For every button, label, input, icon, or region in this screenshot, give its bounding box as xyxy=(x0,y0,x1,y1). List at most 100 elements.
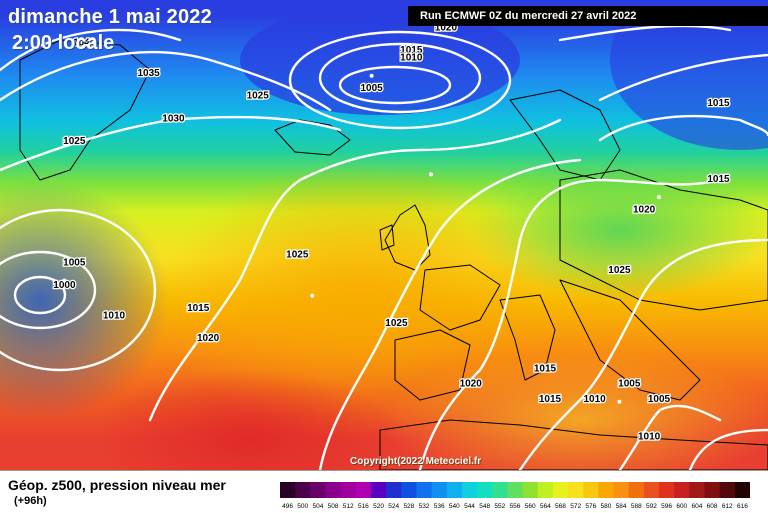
pressure-center-marker xyxy=(617,399,622,404)
color-scale-label: 528 xyxy=(403,503,414,510)
color-scale-label: 580 xyxy=(601,503,612,510)
color-scale-label: 508 xyxy=(328,503,339,510)
color-scale-swatch xyxy=(295,482,311,498)
isobar-label: 1020 xyxy=(197,333,220,344)
color-scale-swatch xyxy=(431,482,448,498)
isobar-label: 1020 xyxy=(633,204,656,215)
color-scale-label: 540 xyxy=(449,503,460,510)
forecast-date: dimanche 1 mai 2022 xyxy=(8,6,212,28)
color-scale-label: 588 xyxy=(631,503,642,510)
isobar-label: 1010 xyxy=(103,310,126,321)
color-scale-swatch xyxy=(689,482,706,498)
isobar-label: 1015 xyxy=(187,303,210,314)
color-scale-swatch xyxy=(370,482,387,498)
color-scale-swatch xyxy=(704,482,721,498)
isobar-label: 1015 xyxy=(707,174,730,185)
isobar-label: 1010 xyxy=(400,53,423,64)
color-scale-label: 596 xyxy=(661,503,672,510)
color-scale-swatch xyxy=(719,482,736,498)
isobar-label: 1015 xyxy=(707,98,730,109)
color-scale-label: 568 xyxy=(555,503,566,510)
color-scale-label: 496 xyxy=(282,503,293,510)
isobar-label: 1015 xyxy=(539,394,562,405)
forecast-local-time: 2:00 locale xyxy=(12,32,115,54)
color-scale-label: 500 xyxy=(297,503,308,510)
color-scale-swatch xyxy=(568,482,584,498)
color-scale-label: 616 xyxy=(737,503,748,510)
isobar-label: 1005 xyxy=(360,83,383,94)
color-scale-label: 560 xyxy=(525,503,536,510)
isobar-label: 1025 xyxy=(608,265,631,276)
color-scale: 496 500 504 508 512 516 520 524 528 532 536 540 544 5… xyxy=(280,482,750,510)
color-scale-swatch xyxy=(537,482,554,498)
isobar-label: 1005 xyxy=(648,394,671,405)
color-scale-swatch xyxy=(507,482,524,498)
color-scale-label: 600 xyxy=(676,503,687,510)
color-scale-label: 576 xyxy=(585,503,596,510)
legend-title: Géop. z500, pression niveau mer xyxy=(8,477,226,493)
color-scale-label: 548 xyxy=(479,503,490,510)
isobar-label: 1010 xyxy=(638,432,661,443)
color-scale-label: 504 xyxy=(312,503,323,510)
color-scale-swatch xyxy=(643,482,660,498)
color-scale-swatch xyxy=(613,482,630,498)
color-scale-label: 520 xyxy=(373,503,384,510)
color-scale-swatch xyxy=(522,482,539,498)
color-scale-swatch xyxy=(734,482,750,498)
color-scale-swatch xyxy=(386,482,402,498)
color-scale-swatch xyxy=(280,482,296,498)
isobar-label: 1025 xyxy=(247,91,270,102)
isobar-label: 1020 xyxy=(460,379,483,390)
color-scale-label: 536 xyxy=(434,503,445,510)
color-scale-swatch xyxy=(598,482,615,498)
color-scale-swatch xyxy=(492,482,508,498)
color-scale-swatch xyxy=(583,482,599,498)
color-scale-swatch xyxy=(628,482,645,498)
color-scale-swatch xyxy=(674,482,690,498)
color-scale-label: 612 xyxy=(722,503,733,510)
isobar-label: 1005 xyxy=(63,257,86,268)
isobar-label: 1030 xyxy=(162,113,185,124)
isobar-label: 1025 xyxy=(385,318,408,329)
color-scale-swatch xyxy=(401,482,417,498)
color-scale-label: 572 xyxy=(570,503,581,510)
isobar-label: 1035 xyxy=(137,68,160,79)
color-scale-label: 524 xyxy=(388,503,399,510)
pressure-center-marker xyxy=(62,278,67,283)
pressure-center-marker xyxy=(369,73,374,78)
color-scale-swatch xyxy=(310,482,326,498)
isobars xyxy=(0,24,768,470)
color-scale-label: 512 xyxy=(343,503,354,510)
color-scale-label: 516 xyxy=(358,503,369,510)
model-run-info: Run ECMWF 0Z du mercredi 27 avril 2022 xyxy=(408,6,768,26)
color-scale-swatch xyxy=(552,482,569,498)
forecast-lead-time: (+96h) xyxy=(14,495,47,507)
color-scale-swatch xyxy=(461,482,478,498)
color-scale-swatch xyxy=(325,482,342,498)
copyright-notice: Copyright(2022 Meteociel.fr xyxy=(350,456,482,467)
isobar-label: 1025 xyxy=(286,250,309,261)
legend-bar: Géop. z500, pression niveau mer (+96h) 4… xyxy=(0,470,768,513)
isobar-label: 1015 xyxy=(534,364,557,375)
color-scale-swatch xyxy=(446,482,463,498)
color-scale-swatch xyxy=(416,482,433,498)
color-scale-label: 564 xyxy=(540,503,551,510)
color-scale-swatch xyxy=(355,482,372,498)
color-scale-label: 552 xyxy=(494,503,505,510)
isobar-label: 1015 xyxy=(400,45,423,56)
color-scale-label: 544 xyxy=(464,503,475,510)
isobar-label: 1010 xyxy=(583,394,606,405)
color-scale-label: 592 xyxy=(646,503,657,510)
isobar-label: 1000 xyxy=(53,280,76,291)
color-scale-label: 604 xyxy=(692,503,703,510)
color-scale-label: 608 xyxy=(707,503,718,510)
isobar-label: 1005 xyxy=(618,379,641,390)
color-scale-swatch xyxy=(340,482,357,498)
isobar-label: 1025 xyxy=(63,136,86,147)
pressure-center-marker xyxy=(310,293,315,298)
color-scale-swatch xyxy=(659,482,675,498)
color-scale-label: 556 xyxy=(510,503,521,510)
color-scale-label: 584 xyxy=(616,503,627,510)
color-scale-swatch xyxy=(477,482,493,498)
forecast-map: 1040 1035 1025 1030 1025 1020 1015 1010 1005 1015… xyxy=(0,0,768,470)
